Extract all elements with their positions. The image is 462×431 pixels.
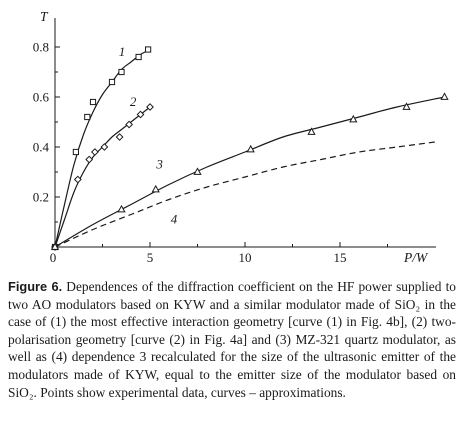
series-2-point-6	[125, 120, 134, 129]
series-2-point-3	[90, 148, 99, 156]
series-2-point-5	[115, 133, 124, 141]
series-1-point-4	[108, 78, 116, 86]
series-3-point-7	[402, 102, 411, 110]
series-4-label: 4	[171, 212, 178, 227]
y-tick-label-0: 0.2	[33, 190, 49, 205]
series-2-point-7	[136, 110, 145, 119]
series-4-curve	[54, 141, 436, 248]
x-tick-label-3: 15	[334, 250, 347, 265]
figure-plot: 0.2 0.4 0.6 0.8 0 5 10 15 1 2 3 4 T P/W	[33, 9, 449, 265]
x-axis-label: P/W	[403, 250, 429, 265]
series-3-point-3	[193, 167, 202, 175]
caption-text: Dependences of the diffraction coefficie…	[8, 279, 457, 400]
y-tick-label-2: 0.6	[33, 90, 50, 105]
curve-labels: 1 2 3 4	[119, 44, 178, 227]
data-points	[50, 46, 449, 251]
series-3-point-1	[117, 204, 126, 213]
series-1-point-1	[72, 148, 80, 156]
x-tick-label-2: 10	[239, 250, 252, 265]
series-3-point-5	[307, 127, 316, 135]
series-3-point-4	[246, 144, 255, 153]
series-1-point-3	[89, 98, 97, 106]
series-1-point-7	[145, 46, 152, 53]
series-1-point-5	[118, 68, 125, 76]
x-tick-label-1: 5	[147, 250, 154, 265]
series-2-point-4	[100, 143, 109, 151]
series-2-point-1	[73, 175, 82, 184]
series-3-point-2	[151, 184, 160, 193]
series-3-label: 3	[155, 157, 163, 172]
series-3-point-8	[440, 92, 449, 100]
series-1-point-2	[84, 113, 91, 121]
series-1-curve	[54, 48, 151, 248]
series-3-curve	[54, 96, 445, 248]
series-2-label: 2	[130, 94, 137, 109]
y-tick-label-1: 0.4	[33, 140, 50, 155]
figure-caption: Figure 6. Dependences of the diffraction…	[8, 278, 456, 401]
series-1-label: 1	[119, 44, 126, 59]
caption-label: Figure 6.	[8, 279, 63, 294]
series-2-point-2	[85, 155, 94, 164]
axes	[54, 18, 436, 248]
y-tick-label-3: 0.8	[33, 40, 49, 55]
series-3-point-6	[349, 114, 358, 123]
x-tick-label-0: 0	[50, 250, 57, 265]
series-2-point-8	[146, 103, 154, 111]
y-axis-label: T	[40, 9, 49, 24]
series-3-point-0	[50, 242, 60, 250]
series-1-point-6	[135, 53, 142, 61]
axis-ticks: 0.2 0.4 0.6 0.8 0 5 10 15	[33, 40, 388, 265]
